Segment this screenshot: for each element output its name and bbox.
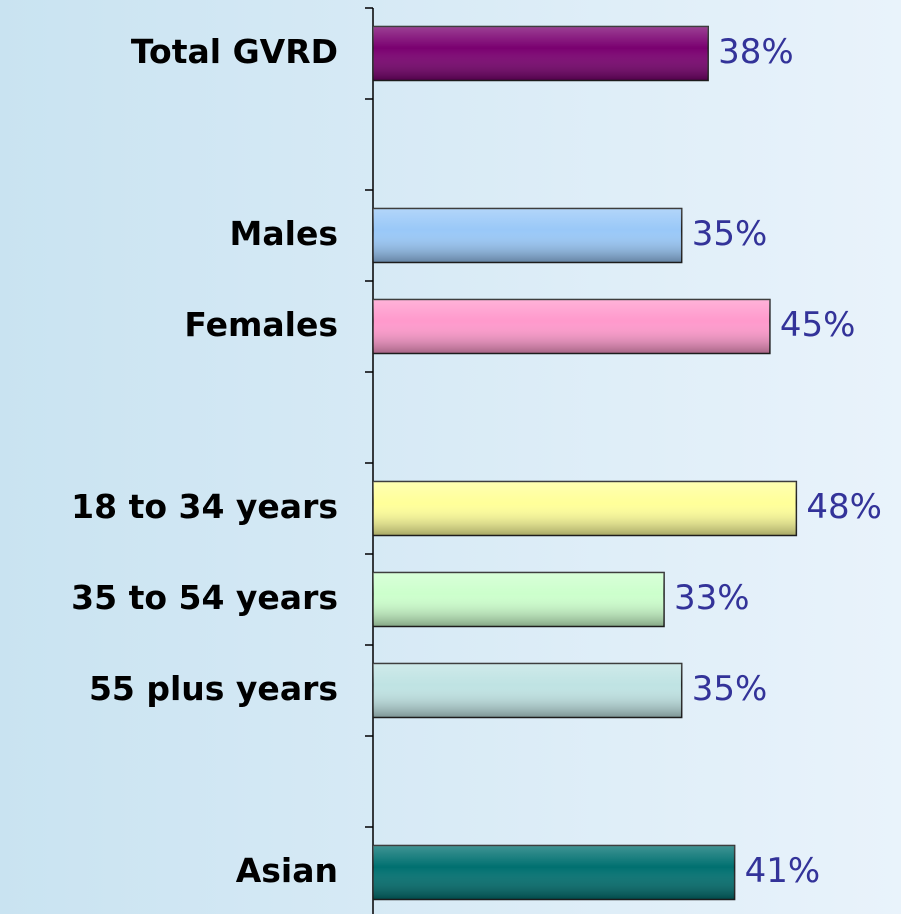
value-label: 41% <box>745 851 821 891</box>
category-label: Total GVRD <box>131 32 338 71</box>
bar-shade <box>373 572 665 627</box>
bar-shade <box>373 299 770 354</box>
category-label: 18 to 34 years <box>71 487 338 526</box>
value-label: 35% <box>692 669 768 709</box>
category-label: Males <box>230 214 338 253</box>
value-label: 35% <box>692 214 768 254</box>
category-label: 35 to 54 years <box>71 578 338 617</box>
value-label: 45% <box>780 305 856 345</box>
category-label: Asian <box>236 851 338 890</box>
bar-shade <box>373 208 682 263</box>
value-label: 38% <box>718 32 794 72</box>
bar-shade <box>373 481 797 536</box>
value-label: 48% <box>806 487 882 527</box>
category-label: 55 plus years <box>89 669 338 708</box>
bar-shade <box>373 663 682 718</box>
value-label: 33% <box>674 578 750 618</box>
bar-shade <box>373 845 735 900</box>
bar-shade <box>373 26 709 81</box>
category-label: Females <box>184 305 338 344</box>
